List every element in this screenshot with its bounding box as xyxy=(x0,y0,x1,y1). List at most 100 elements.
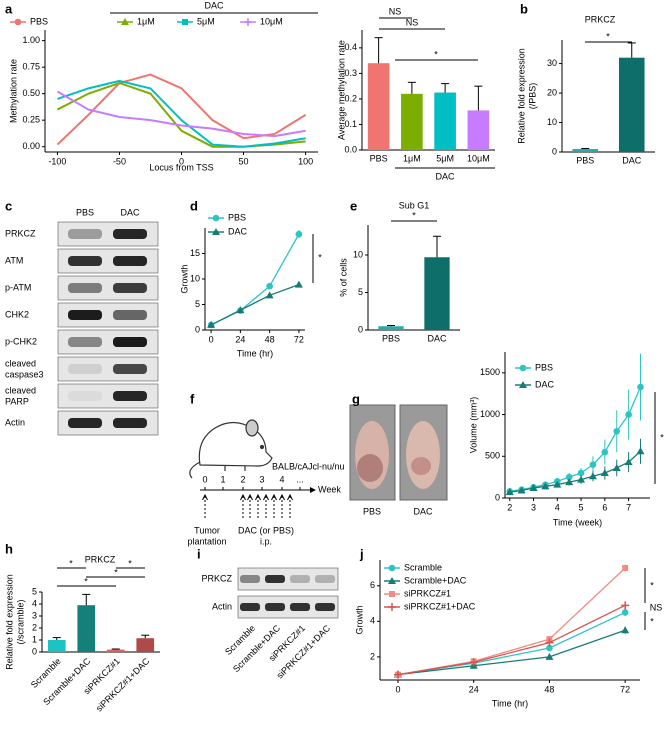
legend-label: siPRKCZ#1 xyxy=(404,588,451,598)
point xyxy=(636,447,645,455)
x-axis-label: Time (hr) xyxy=(237,348,273,358)
x-tick-label: 0 xyxy=(209,334,214,344)
bar xyxy=(572,149,599,152)
x-tick-label: siPRKCZ#1+DAC xyxy=(94,656,152,714)
point xyxy=(207,320,216,328)
x-tick-label: PBS xyxy=(382,333,400,343)
y-axis-label: (/scramble) xyxy=(15,599,25,644)
legend-label: DAC xyxy=(228,226,248,236)
panel-letter: j xyxy=(359,546,364,561)
x-axis-label: Locus from TSS xyxy=(149,162,213,172)
column-label: PBS xyxy=(76,207,94,217)
arrowhead xyxy=(202,493,208,501)
band xyxy=(68,283,102,293)
bar xyxy=(618,57,645,152)
legend-marker xyxy=(389,591,395,597)
group-label: DAC xyxy=(435,171,455,181)
bar xyxy=(47,640,66,652)
line xyxy=(210,233,300,326)
line xyxy=(56,81,306,148)
row-label: PRKCZ xyxy=(5,228,36,238)
legend-label: 5μM xyxy=(197,16,215,26)
photo-label: DAC xyxy=(413,506,433,516)
y-tick-label: 500 xyxy=(485,451,500,461)
y-tick-label: 2 xyxy=(32,622,37,632)
x-tick-label: DAC xyxy=(622,155,642,165)
legend-marker xyxy=(121,18,129,25)
y-tick-label: 15 xyxy=(190,248,200,258)
timeline-arrow xyxy=(310,487,316,493)
y-tick-label: 5 xyxy=(358,287,363,297)
bar xyxy=(106,649,125,652)
point xyxy=(541,482,550,490)
column-label: DAC xyxy=(120,207,140,217)
row-label: p-ATM xyxy=(5,282,31,292)
bar xyxy=(424,257,450,330)
legend-label: Scramble xyxy=(404,562,442,572)
bar xyxy=(367,63,390,150)
photo-label: PBS xyxy=(363,506,381,516)
blot-strip xyxy=(237,567,339,591)
y-tick-label: 0.4 xyxy=(344,42,357,52)
legend-label: 1μM xyxy=(137,16,155,26)
y-axis-label: Methylation rate xyxy=(8,59,18,123)
x-tick-label: 1μM xyxy=(403,153,421,163)
y-tick-label: 0.3 xyxy=(344,68,357,78)
band xyxy=(113,391,147,401)
band xyxy=(290,575,310,583)
point xyxy=(553,480,562,488)
band xyxy=(68,229,102,239)
y-tick-label: 5 xyxy=(195,299,200,309)
point xyxy=(505,488,514,496)
y-tick-label: 1.00 xyxy=(22,35,40,45)
legend-label: Scramble+DAC xyxy=(404,575,467,585)
timeline-tick-label: 0 xyxy=(202,474,207,484)
arrowhead xyxy=(287,493,293,501)
point xyxy=(393,670,402,679)
legend-marker xyxy=(244,18,252,26)
x-tick-label: 4 xyxy=(555,502,560,512)
point xyxy=(469,658,478,667)
point xyxy=(600,468,609,476)
annotation: * xyxy=(660,432,664,442)
legend-label: PBS xyxy=(535,362,553,372)
row-label: CHK2 xyxy=(5,309,29,319)
annotation: * xyxy=(84,576,88,586)
timeline-tick-label: 2 xyxy=(240,474,245,484)
bar xyxy=(434,92,456,150)
y-axis-label: Volume (mm³) xyxy=(468,397,478,454)
y-tick-label: 4 xyxy=(370,616,375,626)
point xyxy=(295,230,303,238)
point xyxy=(612,463,621,471)
arrowhead xyxy=(247,493,253,501)
y-tick-label: 0 xyxy=(358,324,363,334)
y-tick-label: 5 xyxy=(32,586,37,596)
y-tick-label: 0.50 xyxy=(22,88,40,98)
y-tick-label: 30 xyxy=(547,58,557,68)
point xyxy=(236,306,245,314)
band xyxy=(240,575,260,583)
annotation: * xyxy=(114,567,118,577)
y-axis-label: Growth xyxy=(179,264,189,293)
band xyxy=(315,603,335,611)
row-label: cleaved xyxy=(5,358,36,368)
point xyxy=(637,383,644,391)
x-tick-label: 24 xyxy=(235,334,245,344)
x-tick-label: 48 xyxy=(265,334,275,344)
panel-letter: d xyxy=(190,198,198,213)
bar xyxy=(77,605,96,652)
strain-label: BALB/cAJcl-nu/nu xyxy=(272,461,345,471)
plantation-label: plantation xyxy=(187,536,226,546)
y-tick-label: 4 xyxy=(32,598,37,608)
y-tick-label: 10 xyxy=(353,249,363,259)
row-label: cleaved xyxy=(5,385,36,395)
band xyxy=(113,283,147,293)
annotation: * xyxy=(650,580,654,590)
annotation: * xyxy=(128,558,132,568)
y-tick-label: 0 xyxy=(195,324,200,334)
annotation: * xyxy=(69,558,73,568)
arrowhead xyxy=(240,493,246,501)
y-axis-label: (/PBS) xyxy=(527,83,537,110)
x-tick-label: 5μM xyxy=(436,153,454,163)
